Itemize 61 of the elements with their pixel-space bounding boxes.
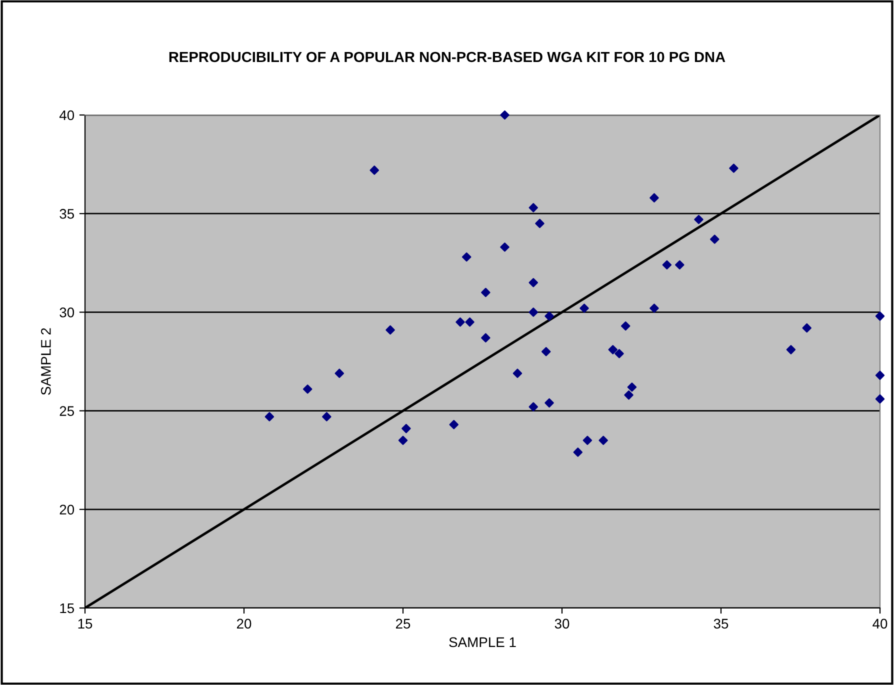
point — [528, 203, 538, 212]
x-tick-label: 20 — [236, 618, 252, 629]
point — [875, 370, 885, 380]
x-tick-label: 40 — [872, 618, 888, 629]
point — [582, 436, 592, 446]
y-axis-title: SAMPLE 2 — [41, 328, 51, 395]
point — [322, 412, 332, 422]
point — [614, 348, 624, 358]
point — [573, 448, 583, 457]
y-tick-label: 25 — [60, 406, 74, 416]
point — [675, 260, 684, 270]
point — [608, 345, 618, 354]
point — [620, 321, 630, 331]
point — [710, 234, 720, 244]
point — [264, 412, 274, 422]
point — [875, 394, 885, 404]
point — [544, 312, 554, 321]
point — [370, 166, 380, 175]
y-tick-label: 40 — [59, 110, 74, 120]
point — [802, 323, 812, 333]
point — [875, 312, 885, 321]
point — [598, 436, 608, 446]
point — [650, 304, 659, 313]
y-tick-label: 30 — [60, 308, 74, 318]
point — [334, 368, 344, 378]
point — [386, 325, 395, 335]
point — [402, 424, 411, 434]
point — [624, 390, 634, 400]
point — [528, 308, 538, 317]
x-axis-title: SAMPLE 1 — [449, 637, 516, 648]
point — [449, 420, 459, 430]
point — [650, 193, 659, 202]
point — [456, 317, 465, 327]
point — [544, 398, 554, 408]
y-tick-label: 15 — [60, 603, 74, 614]
point — [580, 304, 589, 313]
x-tick-label: 35 — [714, 618, 728, 629]
point — [729, 164, 738, 173]
point — [627, 382, 637, 392]
x-tick-label: 15 — [78, 618, 92, 629]
point — [462, 252, 472, 262]
point — [786, 345, 796, 354]
point — [512, 368, 522, 378]
point — [481, 288, 490, 298]
x-tick-label: 25 — [396, 618, 410, 629]
point — [398, 436, 408, 446]
point — [535, 218, 544, 228]
point — [481, 333, 490, 342]
point — [528, 402, 538, 412]
point — [662, 260, 672, 270]
point — [465, 317, 474, 327]
y-tick-label: 20 — [60, 504, 74, 515]
point — [500, 110, 510, 120]
y-tick-label: 35 — [60, 208, 74, 219]
point — [541, 347, 551, 356]
chart-title: REPRODUCIBILITY OF A POPULAR NON-PCR-BASED WGA KIT FOR 10 PG DNA — [169, 52, 726, 62]
x-tick-label: 30 — [554, 618, 570, 629]
point — [500, 242, 510, 252]
point — [302, 384, 312, 394]
point — [694, 214, 704, 224]
point — [528, 278, 538, 288]
